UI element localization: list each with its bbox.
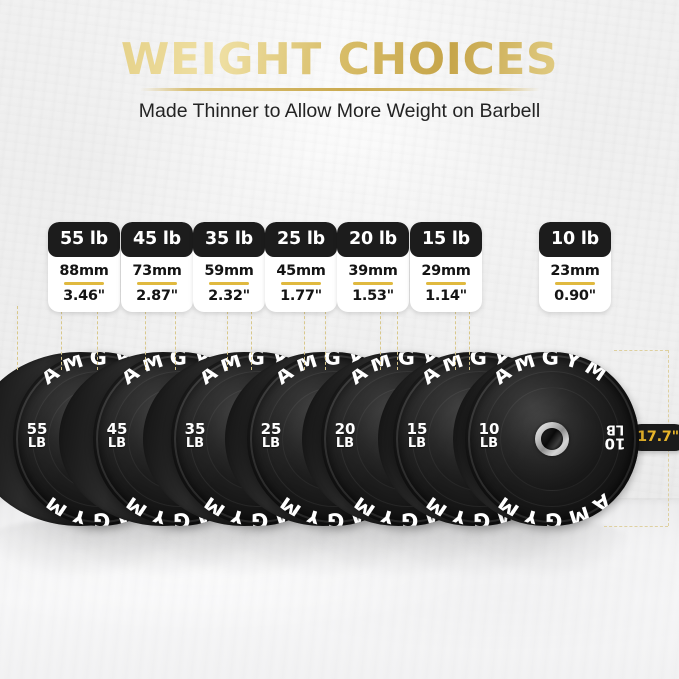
plate-weight-unit: LB	[335, 436, 355, 452]
spec-card-body: 23mm 0.90"	[539, 257, 611, 312]
spec-card-weight: 45 lb	[121, 222, 193, 257]
spec-card-body: 45mm 1.77"	[265, 257, 337, 312]
spec-card: 10 lb 23mm 0.90"	[539, 222, 611, 312]
plate-weight-value: 35	[184, 420, 206, 438]
page-subtitle: Made Thinner to Allow More Weight on Bar…	[138, 100, 541, 122]
spec-card-thickness-mm: 29mm	[421, 263, 471, 279]
spec-card-body: 39mm 1.53"	[337, 257, 409, 312]
svg-text:AMGYM: AMGYM	[488, 352, 615, 389]
spec-card-body: 59mm 2.32"	[193, 257, 265, 312]
spec-card-body: 29mm 1.14"	[410, 257, 482, 312]
spec-card-divider	[281, 282, 321, 285]
spec-card-thickness-mm: 88mm	[59, 263, 109, 279]
spec-card-body: 88mm 3.46"	[48, 257, 120, 312]
spec-card-weight: 10 lb	[539, 222, 611, 257]
spec-card-thickness-inch: 2.87"	[136, 288, 178, 304]
spec-card-weight: 15 lb	[410, 222, 482, 257]
spec-card-divider	[555, 282, 595, 285]
spec-card-divider	[353, 282, 393, 285]
plate-weight-label-left: 35 LB	[182, 420, 208, 452]
header: WEIGHT CHOICES Made Thinner to Allow Mor…	[0, 38, 679, 123]
spec-card-weight: 25 lb	[265, 222, 337, 257]
spec-card-thickness-mm: 39mm	[348, 263, 398, 279]
spec-card: 55 lb 88mm 3.46"	[48, 222, 120, 312]
spec-card: 25 lb 45mm 1.77"	[265, 222, 337, 312]
plate-weight-unit: LB	[479, 436, 499, 452]
spec-card-thickness-mm: 23mm	[550, 263, 600, 279]
spec-card-thickness-inch: 1.77"	[280, 288, 322, 304]
spec-card: 20 lb 39mm 1.53"	[337, 222, 409, 312]
plate-weight-value: 15	[406, 420, 428, 438]
plate-weight-label-left: 55 LB	[24, 420, 50, 452]
page-title: WEIGHT CHOICES	[0, 38, 679, 82]
plate-weight-unit: LB	[407, 436, 427, 452]
plate-weight-value: 45	[106, 420, 128, 438]
spec-card-thickness-inch: 3.46"	[63, 288, 105, 304]
spec-card-weight: 35 lb	[193, 222, 265, 257]
spec-card-thickness-inch: 1.53"	[352, 288, 394, 304]
plate-weight-label-left: 45 LB	[104, 420, 130, 452]
svg-text:AMGYM: AMGYM	[489, 489, 616, 526]
spec-card: 45 lb 73mm 2.87"	[121, 222, 193, 312]
spec-card-body: 73mm 2.87"	[121, 257, 193, 312]
floor-background	[0, 500, 679, 679]
spec-card-divider	[209, 282, 249, 285]
spec-card-thickness-mm: 73mm	[132, 263, 182, 279]
spec-card-divider	[64, 282, 104, 285]
plate-weight-value: 10	[478, 420, 500, 438]
plate-weight-unit: LB	[27, 436, 47, 452]
plate-bore	[541, 428, 563, 450]
spec-card-thickness-inch: 0.90"	[554, 288, 596, 304]
title-underline	[139, 88, 540, 91]
spec-card-thickness-inch: 1.14"	[425, 288, 467, 304]
diameter-bracket-top-arm	[614, 350, 668, 351]
plate-face: AMGYM AMGYM 10 LB 10 LB	[465, 352, 639, 526]
plate-weight-label-right: 10 LB	[602, 421, 628, 453]
weight-plate: AMGYM AMGYM 10 LB 10 LB	[453, 352, 639, 526]
spec-card-weight: 20 lb	[337, 222, 409, 257]
plate-weight-value: 20	[334, 420, 356, 438]
spec-card-divider	[426, 282, 466, 285]
plate-weight-value: 55	[26, 420, 48, 438]
plate-weight-value: 10	[604, 434, 626, 453]
plate-weight-label-left: 10 LB	[476, 420, 502, 452]
spec-card-weight: 55 lb	[48, 222, 120, 257]
spec-card: 15 lb 29mm 1.14"	[410, 222, 482, 312]
spec-card: 35 lb 59mm 2.32"	[193, 222, 265, 312]
spec-card-divider	[137, 282, 177, 285]
plate-weight-value: 25	[260, 420, 282, 438]
spec-card-thickness-inch: 2.32"	[208, 288, 250, 304]
plate-weight-unit: LB	[107, 436, 127, 452]
plate-weight-unit: LB	[605, 421, 625, 437]
plate-weight-unit: LB	[261, 436, 281, 452]
spec-card-thickness-mm: 45mm	[276, 263, 326, 279]
plate-weight-label-left: 25 LB	[258, 420, 284, 452]
plate-weight-label-left: 20 LB	[332, 420, 358, 452]
spec-card-thickness-mm: 59mm	[204, 263, 254, 279]
plate-weight-unit: LB	[185, 436, 205, 452]
plate-weight-label-left: 15 LB	[404, 420, 430, 452]
